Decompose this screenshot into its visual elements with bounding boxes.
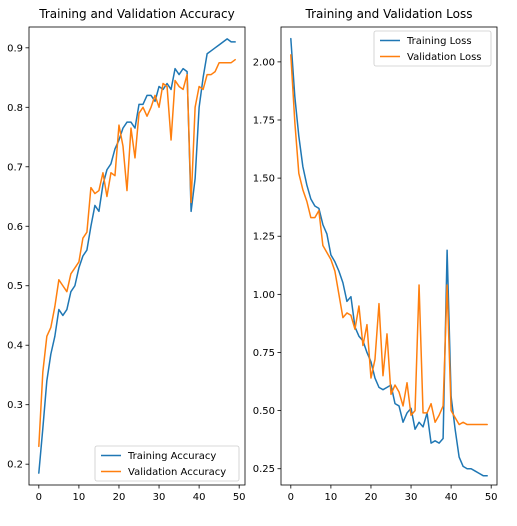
loss-legend-box bbox=[373, 30, 492, 67]
accuracy-y-tick-label: 0.3 bbox=[7, 400, 23, 411]
accuracy-plot-frame bbox=[28, 26, 246, 486]
loss-series-line-training bbox=[290, 37, 488, 477]
accuracy-legend: Training Accuracy Validation Accuracy bbox=[94, 445, 240, 482]
loss-y-tick-label: 1.00 bbox=[253, 290, 275, 301]
accuracy-series-line-training bbox=[38, 38, 236, 474]
accuracy-x-tick-label: 30 bbox=[153, 492, 166, 503]
loss-x-tick-label: 30 bbox=[405, 492, 418, 503]
accuracy-y-tick-label: 0.2 bbox=[7, 460, 23, 471]
loss-legend-label-training: Training Loss bbox=[406, 36, 472, 47]
accuracy-legend-label-validation: Validation Accuracy bbox=[128, 467, 226, 478]
accuracy-legend-label-training: Training Accuracy bbox=[127, 451, 216, 462]
loss-x-tick-label: 50 bbox=[485, 492, 498, 503]
accuracy-y-tick-label: 0.6 bbox=[7, 222, 23, 233]
loss-chart-title: Training and Validation Loss bbox=[305, 7, 473, 21]
accuracy-chart: Training and Validation Accuracy 0 10 20 30 4… bbox=[7, 7, 245, 503]
loss-y-tick-label: 0.25 bbox=[253, 464, 275, 475]
loss-x-tick-label: 40 bbox=[445, 492, 458, 503]
accuracy-chart-title: Training and Validation Accuracy bbox=[38, 7, 234, 21]
loss-x-tick-label: 10 bbox=[325, 492, 338, 503]
accuracy-x-tick-label: 20 bbox=[113, 492, 126, 503]
loss-plot-frame bbox=[280, 26, 498, 486]
loss-x-tick-label: 20 bbox=[365, 492, 378, 503]
accuracy-y-tick-label: 0.4 bbox=[7, 341, 23, 352]
loss-y-tick-label: 0.75 bbox=[253, 348, 275, 359]
loss-chart: Training and Validation Loss 0 10 20 30 40 50 0… bbox=[253, 7, 498, 503]
accuracy-x-tick-label: 0 bbox=[36, 492, 42, 503]
accuracy-legend-box bbox=[94, 445, 240, 482]
loss-y-tick-label: 1.75 bbox=[253, 115, 275, 126]
accuracy-x-tick-label: 40 bbox=[193, 492, 206, 503]
accuracy-y-tick-label: 0.5 bbox=[7, 281, 23, 292]
loss-series-line-validation bbox=[290, 54, 488, 426]
loss-y-tick-label: 1.25 bbox=[253, 232, 275, 243]
accuracy-series-line-validation bbox=[38, 58, 236, 448]
loss-y-tick-label: 0.50 bbox=[253, 406, 275, 417]
accuracy-y-tick-label: 0.8 bbox=[7, 103, 23, 114]
accuracy-y-tick-label: 0.7 bbox=[7, 162, 23, 173]
loss-y-tick-label: 2.00 bbox=[253, 57, 275, 68]
loss-legend: Training Loss Validation Loss bbox=[373, 30, 492, 67]
loss-legend-label-validation: Validation Loss bbox=[407, 52, 482, 63]
accuracy-x-tick-label: 10 bbox=[73, 492, 86, 503]
loss-x-tick-label: 0 bbox=[288, 492, 294, 503]
accuracy-y-tick-label: 0.9 bbox=[7, 43, 23, 54]
loss-y-tick-label: 1.50 bbox=[253, 174, 275, 185]
accuracy-x-tick-label: 50 bbox=[233, 492, 246, 503]
